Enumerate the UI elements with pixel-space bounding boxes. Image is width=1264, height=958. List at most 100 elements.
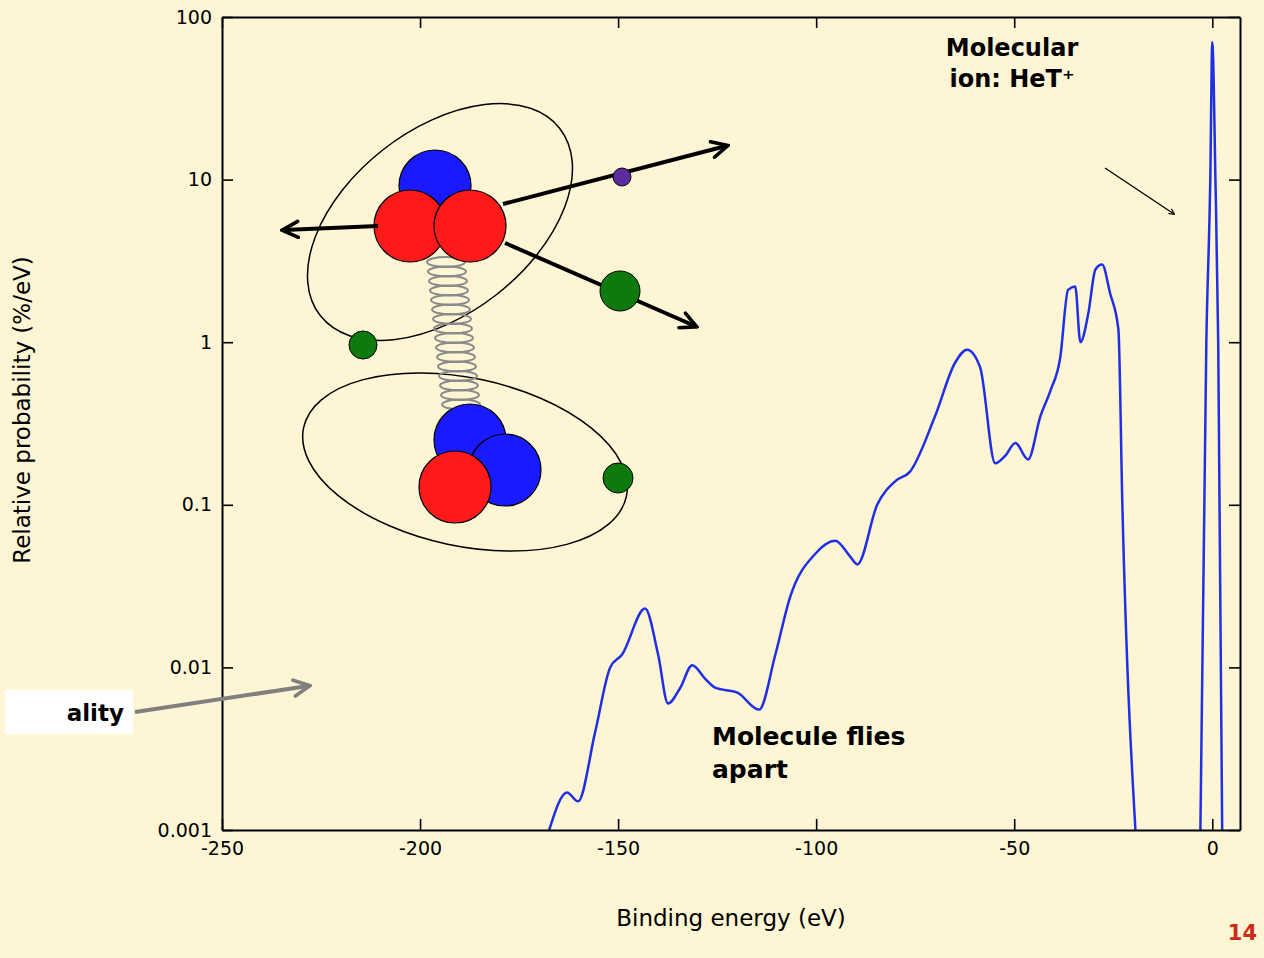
tick-mark (618, 17, 620, 28)
tick-mark (1212, 17, 1214, 28)
tick-mark (222, 17, 233, 19)
axis-line (223, 17, 1241, 19)
page-number: 14 (1228, 921, 1257, 945)
tick (1229, 17, 1240, 18)
tick-mark (1014, 819, 1016, 830)
axis-line (222, 18, 224, 831)
tick: 100 (176, 6, 233, 28)
tick-mark (1014, 17, 1016, 28)
spring-coil (435, 333, 473, 343)
tick-label: 1 (200, 331, 212, 353)
tick (1014, 17, 1015, 28)
spring-coil (438, 362, 476, 372)
text-line: ion: HeT⁺ (949, 65, 1074, 93)
electron (349, 331, 377, 359)
axis (223, 17, 1241, 28)
tick-mark (222, 504, 233, 506)
orbit (264, 56, 617, 388)
spring-coil (440, 381, 478, 391)
nucleon (434, 190, 506, 262)
tick (1229, 830, 1240, 831)
annotation: ality (67, 700, 124, 726)
tick-label: -150 (597, 837, 640, 859)
tick (816, 17, 817, 28)
tick: -50 (999, 819, 1030, 859)
tick-label: -250 (201, 837, 244, 859)
tick: -100 (795, 819, 838, 859)
orbit (286, 346, 644, 579)
tick-mark (222, 830, 233, 832)
tick-label: -50 (999, 837, 1030, 859)
tick (420, 17, 421, 28)
tick: 0.001 (158, 819, 233, 841)
background (0, 0, 1264, 958)
tick (1229, 180, 1240, 181)
electron (603, 463, 633, 493)
x-axis-title: Binding energy (eV) (616, 905, 846, 931)
tick-mark (1229, 504, 1240, 506)
tick: -200 (399, 819, 442, 859)
axis: -250 -200 -150 -100 -50 0 (201, 819, 1241, 859)
spring-coil (433, 314, 471, 324)
text-line: Molecular (946, 34, 1079, 62)
molecule-illustration (264, 56, 726, 579)
tick: 10 (188, 168, 233, 190)
spring (427, 257, 480, 410)
spring-coil (439, 371, 477, 381)
annotation: Molecular ion: HeT⁺ (946, 34, 1079, 93)
tick-mark (222, 342, 233, 344)
axis-line (223, 830, 1241, 832)
tick-mark (1229, 179, 1240, 181)
spring-coil (437, 352, 475, 362)
spring-coil (436, 343, 474, 353)
tick-label: 0 (1207, 837, 1219, 859)
tick (618, 17, 619, 28)
tick-mark (618, 819, 620, 830)
tick: -150 (597, 819, 640, 859)
axis-line (1240, 18, 1242, 831)
tick-mark (222, 179, 233, 181)
tick-label: 10 (188, 168, 212, 190)
data-line (549, 42, 1222, 830)
tick-mark (420, 17, 422, 28)
tick: 1 (200, 331, 233, 353)
tick-label: 0.1 (182, 493, 212, 515)
spring-coil (434, 324, 472, 334)
plot-area (549, 42, 1222, 830)
spring-coil (441, 390, 479, 400)
nucleon (419, 451, 491, 523)
tick (1229, 505, 1240, 506)
tick-label: 0.01 (170, 656, 212, 678)
tick-mark (816, 17, 818, 28)
tick-label: 0.001 (158, 819, 212, 841)
tick (1229, 342, 1240, 343)
tick-mark (222, 667, 233, 669)
electron (600, 271, 640, 311)
y-axis-title: Relative probability (%/eV) (9, 256, 35, 564)
tick-label: -100 (795, 837, 838, 859)
tick-mark (1229, 830, 1240, 832)
tick: 0 (1207, 819, 1219, 859)
text-line: apart (712, 755, 788, 784)
tick-mark (420, 819, 422, 830)
tick-mark (1229, 17, 1240, 19)
spring-coil (428, 267, 466, 277)
tick: 0.1 (182, 493, 233, 515)
neutrino (613, 168, 631, 186)
spring-coil (430, 286, 468, 296)
tick-label: -200 (399, 837, 442, 859)
tick-mark (1229, 342, 1240, 344)
annotation: Molecule flies apart (712, 722, 905, 784)
spring-coil (432, 305, 470, 315)
recoil-arrow (284, 226, 378, 230)
tick (1212, 17, 1213, 28)
chart-svg: -250 -200 -150 -100 -50 0 0.001 0.01 0.1 1 10 100 Bi… (0, 0, 1264, 958)
tick-mark (1212, 819, 1214, 830)
neutrino-arrow (503, 146, 726, 204)
tick-mark (816, 819, 818, 830)
tick-label: 100 (176, 6, 212, 28)
text-line: Molecule flies (712, 722, 905, 751)
tick (1229, 667, 1240, 668)
axis: 0.001 0.01 0.1 1 10 100 (158, 6, 233, 841)
axis (1229, 18, 1241, 831)
